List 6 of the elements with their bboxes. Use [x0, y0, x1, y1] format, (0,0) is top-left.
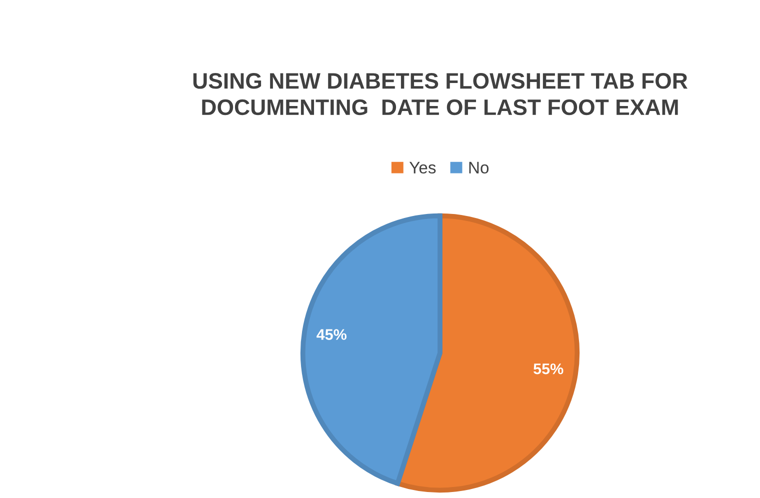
pie-slice: [300, 213, 442, 486]
legend-label: No: [469, 162, 489, 174]
data-label: 55%: [534, 363, 564, 374]
chart-title: USING NEW DIABETES FLOWSHEET TAB FOR DOCUMENTING DATE OF LAST FOOT EXAM: [193, 73, 688, 116]
legend-label: Yes: [409, 162, 436, 174]
data-label: 45%: [316, 329, 347, 340]
